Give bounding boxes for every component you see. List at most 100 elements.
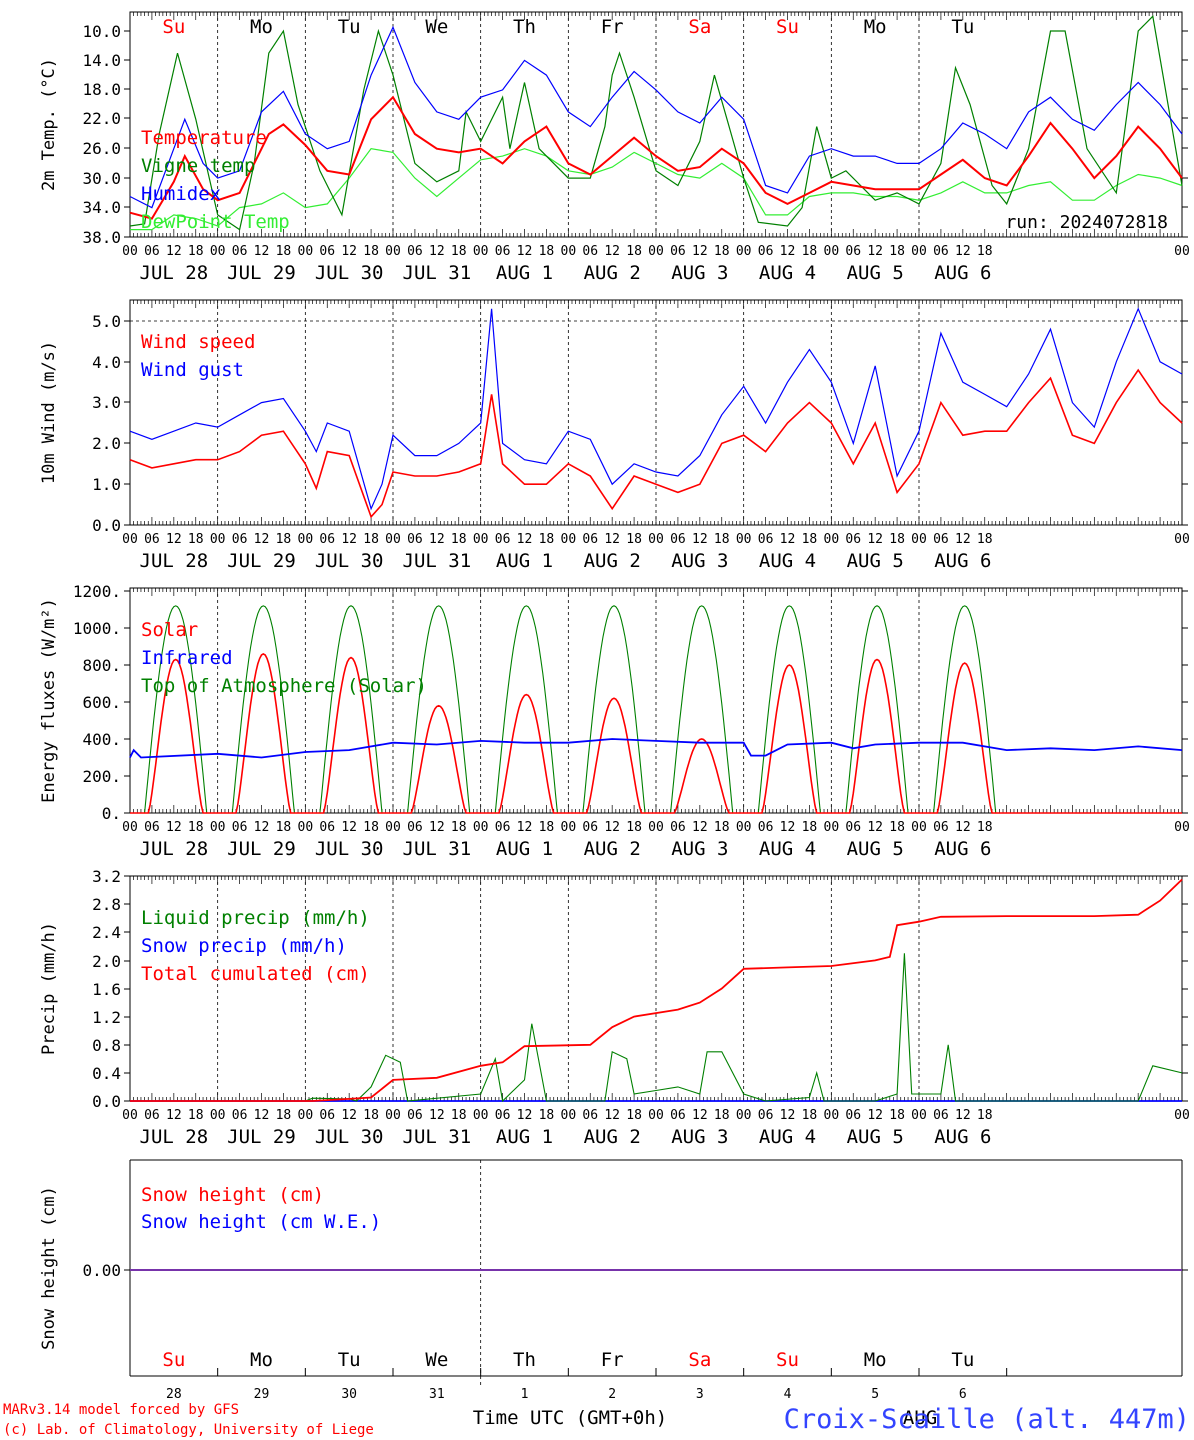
- hour-tick-label: 06: [144, 532, 160, 547]
- y-axis-label: 10m Wind (m/s): [39, 341, 59, 484]
- series-line: [129, 738, 1183, 759]
- hour-tick-label: 00: [561, 1108, 577, 1123]
- hour-tick-label: 12: [780, 820, 796, 835]
- hour-tick-label: 18: [451, 820, 467, 835]
- date-label: JUL 28: [140, 550, 209, 572]
- hour-tick-label: 00: [298, 532, 314, 547]
- date-label: AUG 4: [759, 1126, 816, 1148]
- hour-tick-label: 18: [188, 1108, 204, 1123]
- panel-temp: 10.0 14.0 18.0 22.0 26.0 30.0 34.0 38.0 2m Temp.…: [39, 11, 1190, 284]
- hour-tick-label: 12: [166, 532, 182, 547]
- hour-tick-label: 18: [276, 1108, 292, 1123]
- hour-tick-label: 06: [232, 244, 248, 259]
- hour-tick-label: 00: [911, 1108, 927, 1123]
- hour-tick-label: 06: [933, 532, 949, 547]
- weekday-label: Sa: [688, 16, 711, 38]
- hour-tick-label: 00: [648, 244, 664, 259]
- hour-tick-label: 00: [736, 1108, 752, 1123]
- date-label: AUG 2: [584, 838, 641, 860]
- hour-tick-label: 12: [780, 532, 796, 547]
- date-label: AUG 4: [759, 838, 816, 860]
- hour-tick-label: 18: [977, 244, 993, 259]
- y-tick-label: 4.0: [92, 353, 121, 372]
- series-line: [130, 652, 1182, 814]
- legend-entry: Snow precip (mm/h): [141, 935, 347, 957]
- date-label: JUL 30: [315, 262, 384, 284]
- y-tick-label: 400.: [82, 730, 121, 749]
- hour-tick-label: 18: [889, 820, 905, 835]
- hour-tick-label: 12: [604, 532, 620, 547]
- hour-ticks: [129, 876, 1183, 1101]
- hour-tick-label: 00: [473, 244, 489, 259]
- hour-tick-label: 00: [122, 244, 138, 259]
- hour-tick-label: 06: [495, 532, 511, 547]
- date-label: JUL 31: [403, 1126, 472, 1148]
- hour-tick-label: 18: [451, 532, 467, 547]
- hour-tick-label: 12: [341, 1108, 357, 1123]
- date-label: AUG 3: [671, 1126, 728, 1148]
- y-tick-label: 26.0: [82, 139, 121, 158]
- hour-tick-label: 00: [824, 532, 840, 547]
- date-label: AUG 2: [584, 550, 641, 572]
- hour-tick-label: 18: [188, 244, 204, 259]
- legend-entry: Snow height (cm W.E.): [141, 1211, 381, 1233]
- hour-tick-label: 00: [824, 244, 840, 259]
- panel-frame: [129, 587, 1183, 814]
- hour-tick-label: 18: [889, 1108, 905, 1123]
- hour-tick-label: 18: [626, 244, 642, 259]
- hour-tick-label: 06: [933, 820, 949, 835]
- hour-tick-label: 00: [736, 820, 752, 835]
- hour-tick-label: 12: [254, 532, 270, 547]
- date-label: AUG 1: [496, 838, 553, 860]
- hour-tick-label: 06: [670, 820, 686, 835]
- hour-tick-label: 06: [758, 1108, 774, 1123]
- y-tick-label: 5.0: [92, 312, 121, 331]
- y-tick-label: 3.0: [92, 393, 121, 412]
- hour-tick-label: 06: [582, 820, 598, 835]
- hour-tick-label: 00: [911, 532, 927, 547]
- series-line: [129, 307, 1183, 511]
- y-tick-label: 2.4: [92, 923, 121, 942]
- y-tick-label: 10.0: [82, 22, 121, 41]
- hour-tick-label: 00: [911, 820, 927, 835]
- y-tick-label: 1.0: [92, 475, 121, 494]
- y-tick-label: 18.0: [82, 80, 121, 99]
- hour-tick-label: 06: [670, 244, 686, 259]
- hour-tick-label: 00: [736, 532, 752, 547]
- hour-tick-label: 06: [758, 820, 774, 835]
- date-label: AUG 2: [584, 1126, 641, 1148]
- hour-tick-label: 18: [276, 820, 292, 835]
- y-tick-label: 0.: [102, 804, 121, 823]
- hour-tick-label: 12: [604, 244, 620, 259]
- hour-tick-label: 12: [341, 244, 357, 259]
- y-tick-label: 30.0: [82, 169, 121, 188]
- hour-tick-label: 00: [561, 532, 577, 547]
- hour-ticks: [129, 12, 1183, 237]
- hour-tick-label: 00: [122, 532, 138, 547]
- hour-tick-label: 12: [604, 1108, 620, 1123]
- hour-ticks: [129, 588, 1183, 813]
- hour-tick-label: 06: [670, 1108, 686, 1123]
- hour-tick-label: 18: [977, 820, 993, 835]
- hour-tick-label: 06: [758, 244, 774, 259]
- hour-tick-label: 06: [933, 244, 949, 259]
- date-label: JUL 29: [227, 838, 296, 860]
- date-label: AUG 5: [847, 262, 904, 284]
- hour-tick-label: 00: [473, 820, 489, 835]
- date-label: AUG 2: [584, 262, 641, 284]
- y-tick-label: 800.: [82, 656, 121, 675]
- legend-entry: Liquid precip (mm/h): [141, 907, 370, 929]
- hour-tick-label: 18: [714, 1108, 730, 1123]
- hour-tick-label: 12: [254, 1108, 270, 1123]
- hour-tick-label: 06: [845, 532, 861, 547]
- hour-tick-label: 18: [714, 532, 730, 547]
- legend-entry: Wind speed: [141, 331, 255, 353]
- hour-tick-label: 18: [977, 532, 993, 547]
- date-label: AUG 5: [847, 838, 904, 860]
- date-label: AUG 1: [496, 1126, 553, 1148]
- date-label: AUG 4: [759, 550, 816, 572]
- date-label: AUG 6: [934, 838, 991, 860]
- panel-frame: [129, 11, 1183, 238]
- hour-tick-label: 00: [1174, 244, 1190, 259]
- hour-tick-label: 06: [319, 532, 335, 547]
